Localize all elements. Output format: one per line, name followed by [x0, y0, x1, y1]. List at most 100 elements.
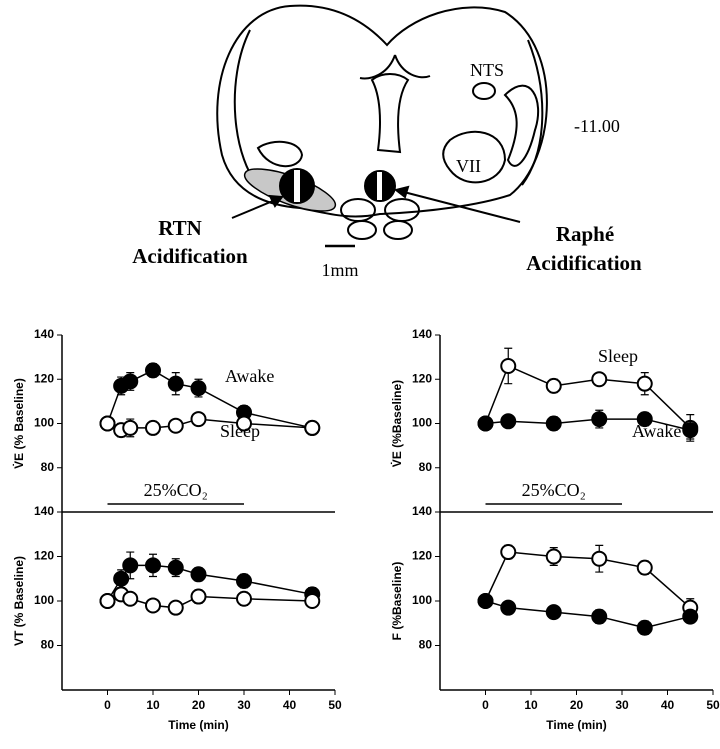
series-line [107, 593, 313, 609]
marker [477, 415, 494, 432]
brain-section [216, 4, 548, 248]
vii-label: VII [456, 156, 481, 176]
y-tick-label: 140 [34, 327, 54, 341]
rtn-label: RTN [158, 216, 202, 240]
series-label: Sleep [598, 346, 638, 366]
y-tick-label: 80 [41, 638, 55, 652]
marker [545, 415, 562, 432]
y-tick-label: 140 [412, 327, 432, 341]
marker [167, 599, 184, 616]
y-axis-label: V̇E (%Baseline) [389, 380, 404, 467]
x-tick-label: 20 [570, 698, 584, 712]
marker [99, 593, 116, 609]
x-axis-label: Time (min) [546, 718, 606, 732]
marker [545, 548, 562, 565]
marker [545, 377, 562, 394]
y-tick-label: 100 [34, 593, 54, 607]
y-tick-label: 140 [412, 504, 432, 518]
marker [167, 417, 184, 434]
marker [122, 373, 139, 390]
marker [145, 362, 161, 379]
marker [500, 413, 517, 430]
marker [500, 599, 517, 616]
marker [190, 380, 207, 397]
x-tick-label: 10 [524, 698, 538, 712]
marker [145, 557, 161, 574]
x-tick-label: 30 [615, 698, 629, 712]
scale-label: 1mm [321, 260, 358, 280]
marker [236, 572, 252, 589]
marker [636, 411, 653, 428]
marker [682, 608, 699, 625]
marker [591, 411, 608, 428]
marker [636, 619, 653, 636]
series-label: Awake [632, 421, 681, 441]
y-tick-label: 120 [412, 549, 432, 563]
marker [591, 371, 608, 388]
y-tick-label: 80 [419, 460, 433, 474]
marker [500, 544, 517, 561]
marker [113, 570, 130, 587]
co2-label: 25%CO₂ [144, 480, 208, 500]
nts-label: NTS [470, 60, 504, 80]
raphe-label: Raphé [556, 222, 614, 246]
y-axis-label: F (%Baseline) [390, 562, 404, 641]
y-tick-label: 100 [412, 593, 432, 607]
x-tick-label: 40 [661, 698, 675, 712]
rtn-sub: Acidification [132, 244, 248, 268]
marker [167, 559, 184, 576]
marker [304, 419, 321, 436]
y-tick-label: 140 [34, 504, 54, 518]
marker [236, 415, 252, 432]
marker [167, 375, 184, 392]
x-tick-label: 30 [237, 698, 251, 712]
y-tick-label: 80 [41, 460, 55, 474]
marker [304, 593, 321, 609]
series-line [106, 564, 313, 602]
marker [145, 419, 161, 436]
series-line [484, 364, 691, 429]
y-tick-label: 100 [34, 416, 54, 430]
marker [122, 557, 139, 574]
series-line [485, 600, 691, 629]
series-label: Sleep [220, 421, 260, 441]
marker [145, 597, 161, 614]
x-axis-label: Time (min) [168, 718, 228, 732]
x-tick-label: 50 [706, 698, 720, 712]
marker [591, 550, 608, 567]
marker [545, 604, 562, 621]
marker [682, 422, 699, 439]
x-tick-label: 20 [192, 698, 206, 712]
marker [636, 375, 653, 392]
y-axis-label: VT (% Baseline) [12, 556, 26, 646]
marker [500, 357, 517, 374]
marker [122, 419, 139, 436]
series-label: Awake [225, 366, 274, 386]
y-tick-label: 80 [419, 638, 433, 652]
series-line [106, 369, 313, 429]
x-tick-label: 10 [146, 698, 160, 712]
co2-label: 25%CO₂ [522, 480, 586, 500]
y-tick-label: 120 [412, 371, 432, 385]
series-line [484, 551, 691, 609]
y-tick-label: 100 [412, 416, 432, 430]
x-tick-label: 40 [283, 698, 297, 712]
y-tick-label: 120 [34, 549, 54, 563]
marker [636, 559, 653, 576]
marker [591, 608, 608, 625]
marker [477, 593, 494, 609]
marker [190, 411, 207, 428]
level-label: -11.00 [574, 116, 620, 136]
y-tick-label: 120 [34, 371, 54, 385]
raphe-sub: Acidification [526, 251, 642, 275]
x-tick-label: 0 [482, 698, 489, 712]
x-tick-label: 0 [104, 698, 111, 712]
y-axis-label: V̇E (% Baseline) [11, 378, 26, 469]
marker [190, 588, 207, 605]
marker [236, 590, 252, 607]
marker [99, 415, 116, 432]
x-tick-label: 50 [328, 698, 342, 712]
marker [122, 590, 139, 607]
marker [190, 566, 207, 583]
